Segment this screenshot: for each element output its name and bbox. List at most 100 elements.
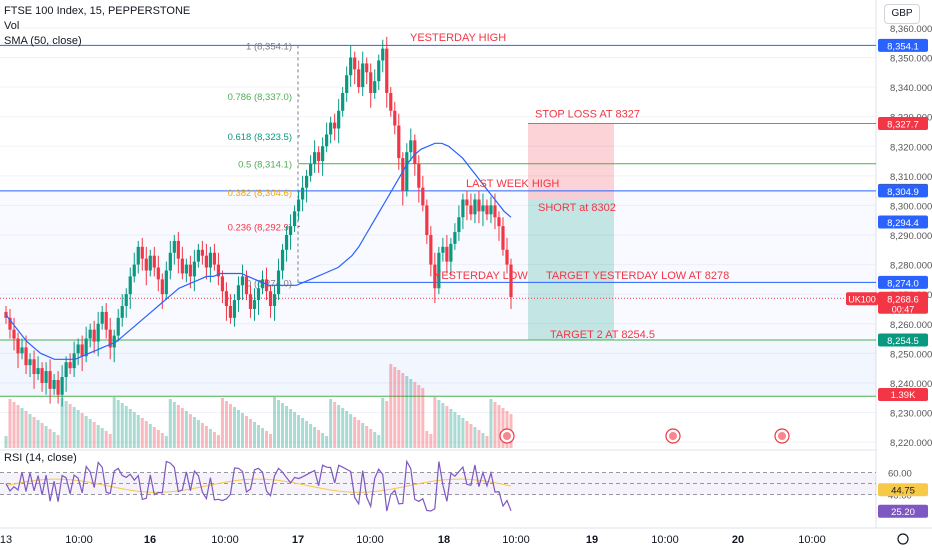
candle-body <box>36 368 40 375</box>
volume-bar <box>44 426 48 448</box>
volume-bar <box>337 405 341 448</box>
volume-bar <box>313 427 317 448</box>
candle-body <box>188 264 192 277</box>
fib-label: 0 (8,274.0) <box>246 278 292 289</box>
candle-body <box>385 48 389 93</box>
volume-legend: Vol <box>4 20 20 32</box>
sma-legend: SMA (50, close) <box>4 35 82 47</box>
price-badge <box>878 184 928 198</box>
volume-bar <box>433 397 437 448</box>
candle-body <box>72 353 76 369</box>
volume-bar <box>100 428 104 448</box>
candle-body <box>204 255 208 268</box>
candle-body <box>208 252 213 268</box>
candle-body <box>433 264 437 289</box>
volume-bar <box>60 398 64 448</box>
volume-bar <box>220 398 224 448</box>
candle-body <box>28 359 32 366</box>
candle-body <box>108 329 112 348</box>
candle-body <box>284 235 289 250</box>
volume-bar <box>32 417 36 448</box>
volume-bar <box>457 415 461 448</box>
candle-body <box>20 347 24 354</box>
candle-body <box>304 175 309 188</box>
price-badge <box>878 291 928 314</box>
candle-body <box>397 125 401 159</box>
symbol-badge-label: UK100 <box>848 294 876 304</box>
candle-body <box>56 379 60 395</box>
candle-body <box>8 317 12 330</box>
volume-bar <box>265 431 269 448</box>
volume-bar <box>20 408 24 448</box>
candle-body <box>124 294 128 306</box>
candle-body <box>317 152 321 162</box>
candle-body <box>393 110 397 126</box>
candle-body <box>485 205 489 215</box>
candle-body <box>164 270 168 295</box>
settings-icon <box>897 533 909 545</box>
volume-bar <box>321 433 325 448</box>
volume-bar <box>140 418 144 448</box>
time-tick-label: 10:00 <box>502 534 530 546</box>
volume-bar <box>168 399 172 448</box>
price-badge-label: 8,254.5 <box>887 336 919 347</box>
fib-label: 0.618 (8,323.5) <box>228 132 292 143</box>
candle-body <box>369 72 373 93</box>
candle-body <box>313 152 317 164</box>
volume-bar <box>305 421 309 448</box>
volume-bar <box>4 436 8 448</box>
candle-body <box>469 205 473 215</box>
volume-bar <box>88 419 92 448</box>
volume-bar <box>373 432 377 448</box>
volume-bar <box>152 427 156 448</box>
volume-bar <box>104 431 108 448</box>
candle-body <box>84 338 88 357</box>
volume-bar <box>489 399 493 448</box>
volume-bar <box>493 402 497 448</box>
candle-body <box>160 279 164 295</box>
time-tick-label: 20 <box>732 534 744 546</box>
fib-label: 0.5 (8,314.1) <box>238 160 292 171</box>
candle-body <box>280 249 285 271</box>
take-profit-zone <box>528 199 614 341</box>
event-icon-dot <box>503 432 511 440</box>
volume-bar <box>108 434 112 448</box>
volume-bar <box>381 398 385 448</box>
volume-bar <box>184 411 188 448</box>
volume-bar <box>248 419 252 448</box>
price-badge-label: 8,304.9 <box>887 187 919 198</box>
chart-annotation: LAST WEEK HIGH <box>466 178 559 190</box>
volume-bar <box>112 397 116 448</box>
volume-bar <box>124 406 128 448</box>
volume-bar <box>144 421 148 448</box>
symbol-title: FTSE 100 Index, 15, PEPPERSTONE <box>4 5 191 17</box>
price-badge <box>878 116 928 130</box>
candle-body <box>329 122 333 135</box>
volume-bar <box>501 408 505 448</box>
volume-bar <box>160 433 164 448</box>
price-badge <box>878 275 928 289</box>
price-tick-label: 8,230.000 <box>890 409 932 420</box>
volume-bar <box>136 415 140 448</box>
event-icon-dot <box>669 432 677 440</box>
currency-button[interactable]: GBP <box>884 4 920 24</box>
volume-bar <box>465 421 469 448</box>
price-badge-label: 8,268.6 <box>887 294 919 305</box>
candle-body <box>172 240 176 253</box>
candle-body <box>377 60 381 82</box>
candle-body <box>76 344 80 354</box>
volume-bar <box>180 408 184 448</box>
candle-body <box>156 267 160 280</box>
volume-bar <box>369 429 373 448</box>
volume-bar <box>80 413 84 448</box>
candle-body <box>413 140 417 164</box>
volume-bar <box>353 417 357 448</box>
time-tick-label: 17 <box>292 534 304 546</box>
candle-body <box>441 246 445 253</box>
candle-body <box>64 362 68 377</box>
candle-body <box>365 63 369 73</box>
chart-annotation: YESTERDAY HIGH <box>410 32 506 44</box>
candle-body <box>232 300 237 318</box>
price-tick-label: 8,360.000 <box>890 24 932 35</box>
